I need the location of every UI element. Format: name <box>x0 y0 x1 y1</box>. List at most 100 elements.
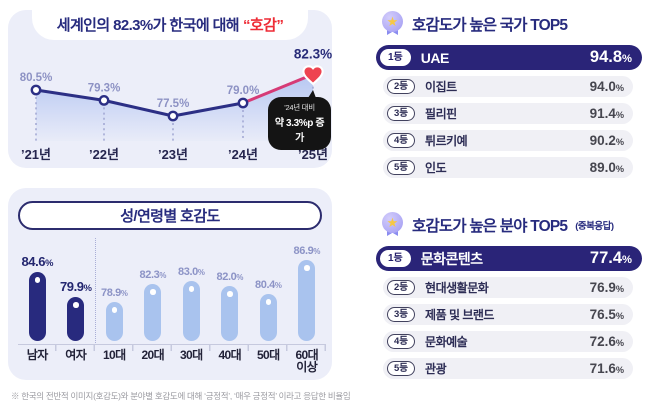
field-top5-header: ★ 호감도가 높은 분야 TOP5 (중복응답) <box>381 211 642 238</box>
callout-line1: ’24년 대비 <box>284 103 315 112</box>
bar <box>221 286 239 341</box>
rank-row-1: 1등 UAE 94.8% <box>376 45 642 70</box>
rank-badge: 2등 <box>387 279 416 296</box>
bar-group-0: 84.6% <box>18 254 57 343</box>
bar <box>144 284 162 341</box>
medal-coin: ★ <box>382 212 403 233</box>
bar-category-label: 10대 <box>102 348 126 362</box>
bar-dot <box>150 289 156 295</box>
bar-group-2: 78.9% <box>95 287 134 343</box>
trend-line <box>34 88 245 118</box>
rank-value: 76.5% <box>589 307 624 322</box>
medal-icon: ★ <box>381 211 404 238</box>
bar-group-1: 79.9% <box>57 279 96 343</box>
bars-container: 84.6% 79.9% 78.9% 82.3% 83.0% 82.0% 80.4% 86.9% <box>18 238 326 343</box>
trend-line-highlight <box>241 72 315 105</box>
rank-badge: 4등 <box>387 132 416 149</box>
field-top5-subtitle: (중복응답) <box>575 220 614 232</box>
bar-category-label: 20대 <box>141 348 165 362</box>
trend-panel-title: 세계인의 82.3%가 한국에 대해 “호감” <box>32 8 308 40</box>
bar <box>28 272 46 341</box>
bar <box>298 260 316 341</box>
x-axis-ticks <box>18 345 326 351</box>
rank-row-4: 4등 튀르키예 90.2% <box>383 130 633 151</box>
bar-value-label: 80.4% <box>255 279 282 291</box>
trend-panel: 세계인의 82.3%가 한국에 대해 “호감” 80.5% 79.3% 77.5% 7… <box>8 8 332 168</box>
point-value-label: 79.0% <box>227 85 260 97</box>
data-point-3 <box>237 97 249 109</box>
trend-title-accent: “호감” <box>243 16 284 34</box>
rank-value: 94.0% <box>589 79 624 94</box>
bar-group-6: 80.4% <box>249 279 288 343</box>
x-axis-line <box>18 343 326 345</box>
bar-category-label: 남자 <box>26 348 48 362</box>
gender-age-divider <box>95 238 96 345</box>
rank-name: 문화예술 <box>425 335 468 349</box>
year-label: ’21년 <box>21 147 51 162</box>
year-label: ’23년 <box>158 147 188 162</box>
year-label: ’22년 <box>89 147 119 162</box>
country-top5-panel: ★ 호감도가 높은 국가 TOP5 1등 UAE 94.8% 2등 이집트 94.0% 3등… <box>376 10 642 184</box>
bar-value-label: 82.0% <box>216 271 244 283</box>
country-top5-header: ★ 호감도가 높은 국가 TOP5 <box>381 10 642 37</box>
rank-value: 76.9% <box>589 280 624 295</box>
rank-row-5: 5등 인도 89.0% <box>383 157 633 178</box>
bar-dot <box>34 277 40 283</box>
year-label: ’25년 <box>298 147 328 162</box>
rank-value: 91.4% <box>589 106 624 121</box>
field-top5-panel: ★ 호감도가 높은 분야 TOP5 (중복응답) 1등 문화콘텐츠 77.4% 2등 현… <box>376 211 642 385</box>
callout-bubble: ’24년 대비 약 3.3%p 증가 <box>268 90 331 150</box>
bar-group-3: 82.3% <box>134 269 173 343</box>
country-top5-title: 호감도가 높은 국가 TOP5 <box>412 16 568 34</box>
star-icon: ★ <box>386 215 399 230</box>
rank-row-4: 4등 문화예술 72.6% <box>383 331 633 352</box>
medal-icon: ★ <box>381 10 404 37</box>
country-top5-list: 1등 UAE 94.8% 2등 이집트 94.0% 3등 필리핀 91.4% 4등 튀르키예 90.2… <box>376 45 642 178</box>
rank-value: 71.6% <box>589 361 624 376</box>
bar <box>182 281 200 341</box>
medal-coin: ★ <box>382 11 403 32</box>
demographics-bar-chart: 84.6% 79.9% 78.9% 82.3% 83.0% 82.0% 80.4% 86.9%… <box>18 238 326 373</box>
rank-badge: 2등 <box>387 78 416 95</box>
rank-name: 현대생활문화 <box>425 281 489 295</box>
rank-value: 89.0% <box>589 160 624 175</box>
bar-group-7: 86.9% <box>288 245 327 343</box>
data-point-1 <box>98 95 110 106</box>
field-top5-list: 1등 문화콘텐츠 77.4% 2등 현대생활문화 76.9% 3등 제품 및 브랜드 76.5%… <box>376 246 642 379</box>
rank-badge: 5등 <box>387 360 416 377</box>
bar-category-label: 여자 <box>65 348 87 362</box>
point-value-label: 80.5% <box>20 72 53 84</box>
bar-dot <box>188 286 194 292</box>
bar <box>259 294 277 341</box>
rank-value: 94.8% <box>589 48 632 66</box>
rank-row-1: 1등 문화콘텐츠 77.4% <box>376 246 642 271</box>
bar-category-label: 30대 <box>179 348 203 362</box>
bar <box>67 297 85 341</box>
trend-title-text: 세계인의 82.3%가 한국에 대해 <box>56 16 240 34</box>
callout-line2: 약 3.3%p 증가 <box>274 118 325 144</box>
area-fill <box>36 74 313 141</box>
rank-badge: 3등 <box>387 105 416 122</box>
rank-name: 튀르키예 <box>425 134 468 148</box>
rank-badge: 1등 <box>380 49 411 66</box>
bar-value-label: 86.9% <box>293 245 321 257</box>
rank-badge: 1등 <box>380 250 411 267</box>
rank-badge: 4등 <box>387 333 416 350</box>
rank-name: 이집트 <box>425 80 457 94</box>
point-value-label: 77.5% <box>157 98 190 110</box>
data-point-2 <box>167 110 179 122</box>
bar-dot <box>265 299 271 305</box>
rank-name: UAE <box>420 49 450 66</box>
bar-value-label: 83.0% <box>178 266 205 278</box>
rank-badge: 3등 <box>387 306 416 323</box>
star-icon: ★ <box>386 14 399 29</box>
demographics-panel-title: 성/연령별 호감도 <box>18 201 322 230</box>
rank-row-2: 2등 이집트 94.0% <box>383 76 633 97</box>
rank-name: 제품 및 브랜드 <box>425 308 494 322</box>
x-axis-labels: 남자 여자 10대 20대 30대 40대 50대 60대 이상 <box>18 346 326 373</box>
bar-dot <box>304 265 310 271</box>
rank-value: 90.2% <box>589 133 624 148</box>
heart-icon <box>302 65 324 86</box>
bar-value-label: 84.6% <box>21 254 54 269</box>
